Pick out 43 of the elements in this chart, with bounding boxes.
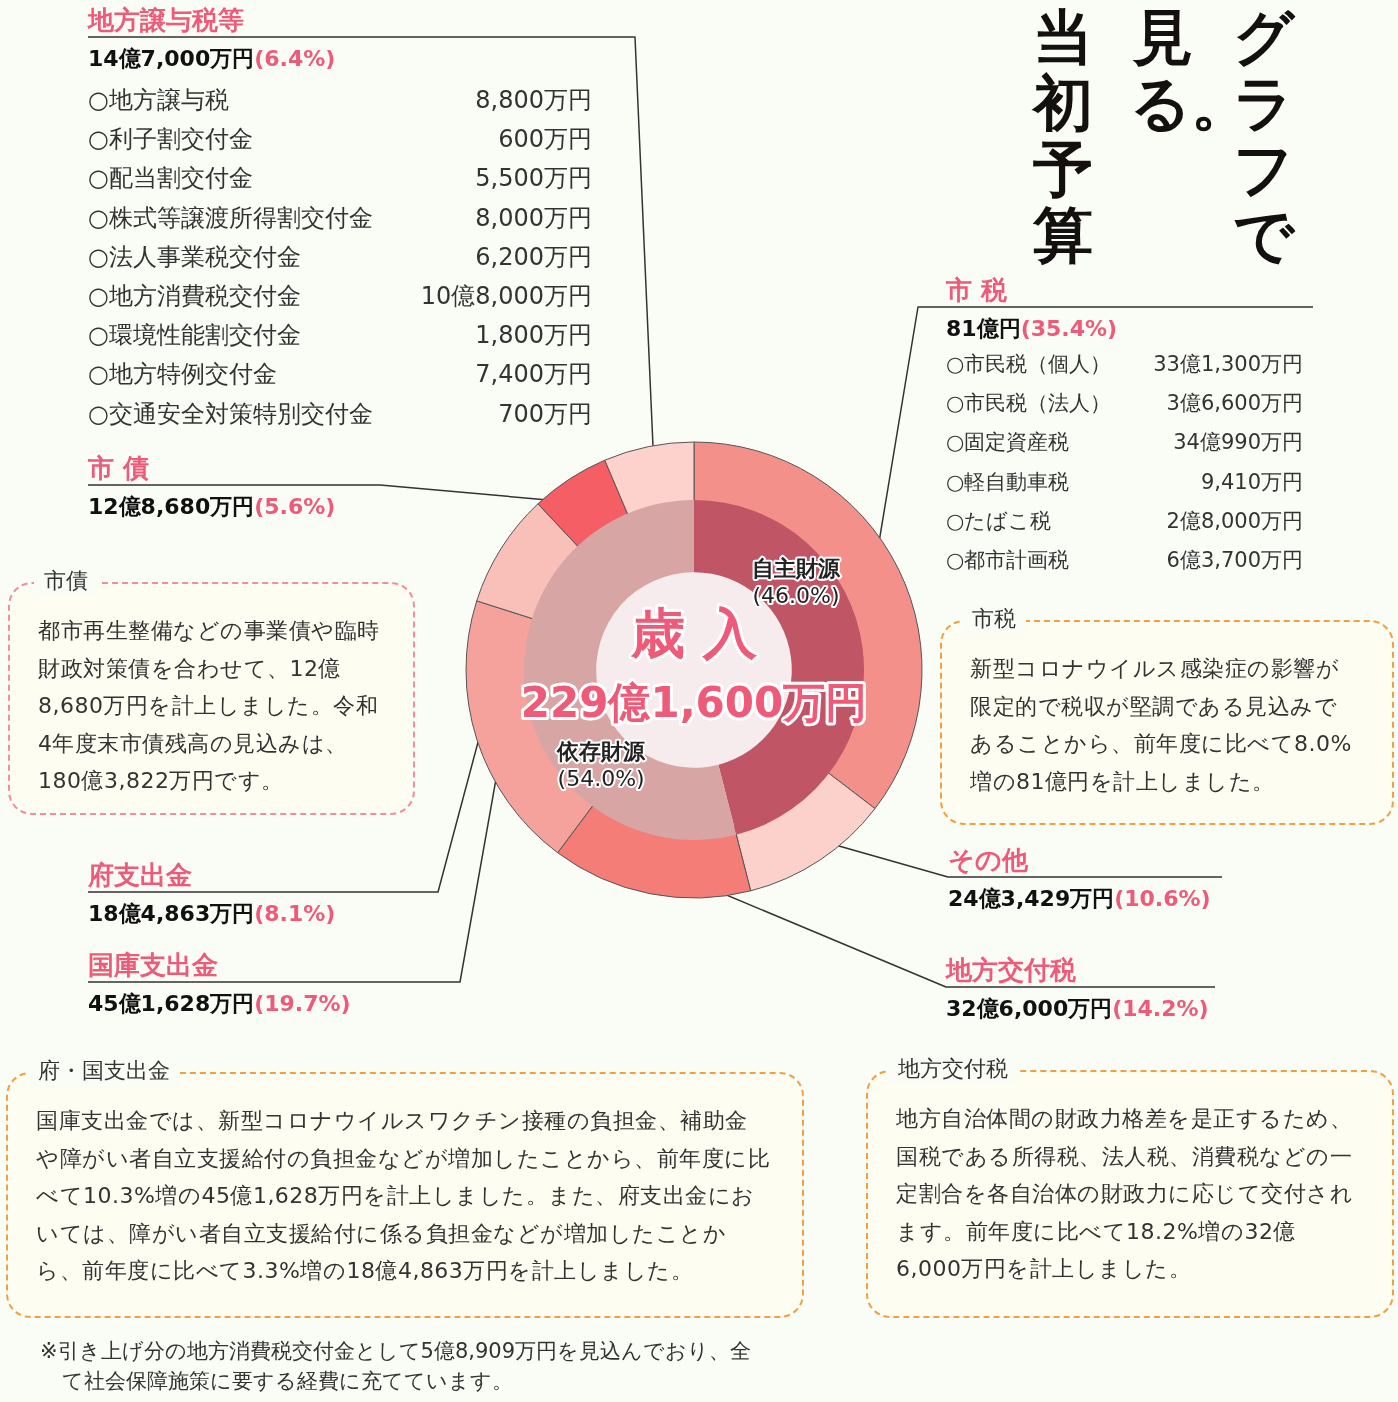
text: 国庫支出金では、新型コロナウイルスワクチン接種の負担金、補助金や障がい者自立支援給付の負担金などが増加したことから、前年度に比べて10.3%増の45億1,628万円を計上しました。また、府支出金においては、障がい者自立支援給付に係る負担金などが増加したことから、前年度に比べて3.3%増の18億4,863万円を計上しました。 [36, 1107, 770, 1286]
slice-label: 国庫支出金 [88, 949, 218, 982]
data-label: 24億3,429万円(10.6%) [948, 885, 1211, 913]
text: ○たばこ税 2億8,000万円 [946, 508, 1303, 533]
text: ○市民税（個人） 33億1,300万円 [946, 352, 1303, 376]
slice-label: 府支出金 [88, 859, 192, 892]
text: 新型コロナウイルス感染症の影響が限定的で税収が堅調である見込みであることから、前年度に比べて8.0%増の81億円を計上しました。 [970, 655, 1353, 796]
text: ○配当割交付金 5,500万円 [88, 164, 592, 193]
text: 市税 [962, 604, 1026, 634]
text: 都市再生整備などの事業債や臨時財政対策債を合わせて、12億8,680万円を計上しました。令和4年度末市債残高の見込みは、180億3,822万円です。 [38, 617, 381, 796]
text: ※引き上げ分の地方消費税交付金として5億8,909万円を見込んでおり、全て社会保障施策に要する経費に充てています。 [40, 1338, 752, 1395]
slice-label: その他 [948, 844, 1028, 877]
slice-label: 地方譲与税等 [88, 4, 244, 37]
text: ○交通安全対策特別交付金 700万円 [88, 399, 592, 428]
slice-label: 市 税 [946, 274, 1008, 307]
text: ○市民税（法人） 3億6,600万円 [946, 391, 1303, 416]
slice-label: 市 債 [88, 452, 150, 485]
text: ○軽自動車税 9,410万円 [946, 469, 1303, 494]
slice-label: 自主財源 [752, 556, 842, 582]
text: ○株式等譲渡所得割交付金 8,000万円 [88, 203, 592, 232]
data-label: 45億1,628万円(19.7%) [88, 990, 351, 1018]
text: ○地方特例交付金 7,400万円 [88, 360, 592, 389]
text: ○法人事業税交付金 6,200万円 [88, 242, 592, 271]
slice-label: 依存財源 [556, 739, 647, 765]
data-label: (54.0%) [557, 766, 645, 792]
text: 府・国支出金 [28, 1056, 180, 1086]
text: ○地方譲与税 8,800万円 [88, 86, 592, 114]
data-label: (46.0%) [752, 583, 840, 609]
data-label: 32億6,000万円(14.2%) [946, 995, 1209, 1023]
text: ○利子割交付金 600万円 [88, 125, 592, 154]
text: ○環境性能割交付金 1,800万円 [88, 321, 592, 350]
data-label: 12億8,680万円(5.6%) [88, 493, 336, 521]
chart-title: グラフで見る。当初予算 [1033, 2, 1294, 270]
text: ○固定資産税 34億990万円 [946, 430, 1303, 455]
text: 市債 [34, 566, 98, 596]
text: ○都市計画税 6億3,700万円 [946, 548, 1303, 572]
text: ○地方消費税交付金 10億8,000万円 [88, 282, 592, 310]
data-label: 18億4,863万円(8.1%) [88, 900, 336, 928]
slice-label: 地方交付税 [946, 954, 1076, 987]
text: 地方自治体間の財政力格差を是正するため、国税である所得税、法人税、消費税などの一定割合を各自治体の財政力に応じて交付されます。前年度に比べて18.2%増の32億6,000万円を計上しました。 [896, 1105, 1354, 1284]
data-label: 14億7,000万円(6.4%) [88, 45, 336, 73]
data-label: 81億円(35.4%) [946, 315, 1118, 343]
text: 地方交付税 [888, 1054, 1018, 1084]
